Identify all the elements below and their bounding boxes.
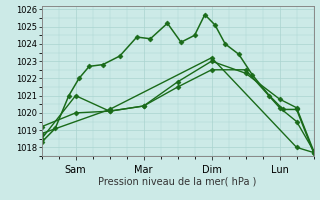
X-axis label: Pression niveau de la mer( hPa ): Pression niveau de la mer( hPa ) <box>99 176 257 186</box>
